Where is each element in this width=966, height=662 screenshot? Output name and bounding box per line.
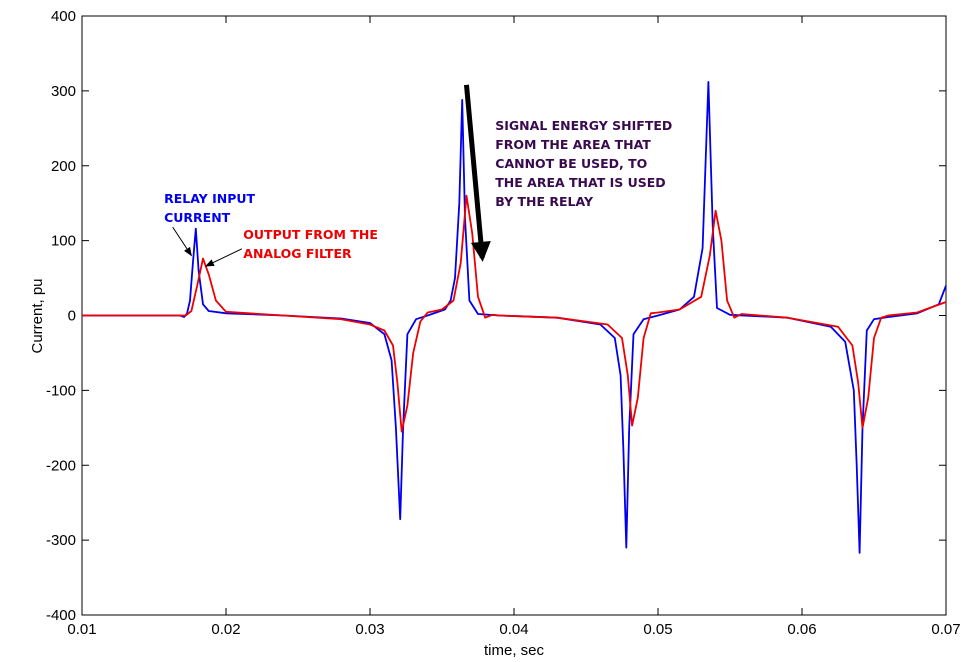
y-tick-label: -200 — [46, 457, 76, 474]
annotation-line: CURRENT — [164, 210, 231, 225]
annotation-line: CANNOT BE USED, TO — [495, 156, 647, 171]
x-tick-label: 0.03 — [355, 621, 384, 638]
annotation-text-2: SIGNAL ENERGY SHIFTED FROM THE AREA THAT C… — [495, 118, 672, 209]
y-tick-label: 300 — [51, 83, 76, 100]
x-tick-label: 0.04 — [499, 621, 528, 638]
y-tick-label: 200 — [51, 158, 76, 175]
annotation-arrow-2 — [463, 84, 491, 262]
y-tick-label: -400 — [46, 607, 76, 624]
y-tick-label: 0 — [68, 308, 76, 325]
annotation-line: BY THE RELAY — [495, 194, 594, 209]
annotation-arrow-1 — [205, 248, 243, 267]
x-tick-label: 0.01 — [67, 621, 96, 638]
series-group — [82, 81, 946, 554]
y-tick-label: 400 — [51, 8, 76, 25]
x-tick-label: 0.06 — [787, 621, 816, 638]
annotation-text-0: RELAY INPUT CURRENT — [164, 191, 255, 225]
x-tick-label: 0.07 — [931, 621, 960, 638]
annotation-text-1: OUTPUT FROM THE ANALOG FILTER — [243, 227, 378, 261]
annotation-arrow-0 — [172, 226, 192, 257]
annotation-line: THE AREA THAT IS USED — [495, 175, 665, 190]
ticks: 0.01 0.02 0.03 0.04 0.05 0.06 0.07 -400 -300 -200… — [46, 8, 961, 638]
x-axis-label: time, sec — [484, 642, 545, 659]
annotation-line: RELAY INPUT — [164, 191, 255, 206]
annotation-line: OUTPUT FROM THE — [243, 227, 378, 242]
annotation-line: ANALOG FILTER — [243, 246, 352, 261]
annotation-group: RELAY INPUT CURRENT OUTPUT FROM THE ANALOG … — [164, 84, 672, 267]
annotation-line: FROM THE AREA THAT — [495, 137, 651, 152]
y-tick-label: -300 — [46, 532, 76, 549]
y-tick-label: -100 — [46, 382, 76, 399]
y-axis-label: Current, pu — [29, 278, 46, 353]
y-tick-label: 100 — [51, 233, 76, 250]
series-line-1 — [82, 194, 946, 433]
annotation-line: SIGNAL ENERGY SHIFTED — [495, 118, 672, 133]
x-tick-label: 0.02 — [211, 621, 240, 638]
x-tick-label: 0.05 — [643, 621, 672, 638]
